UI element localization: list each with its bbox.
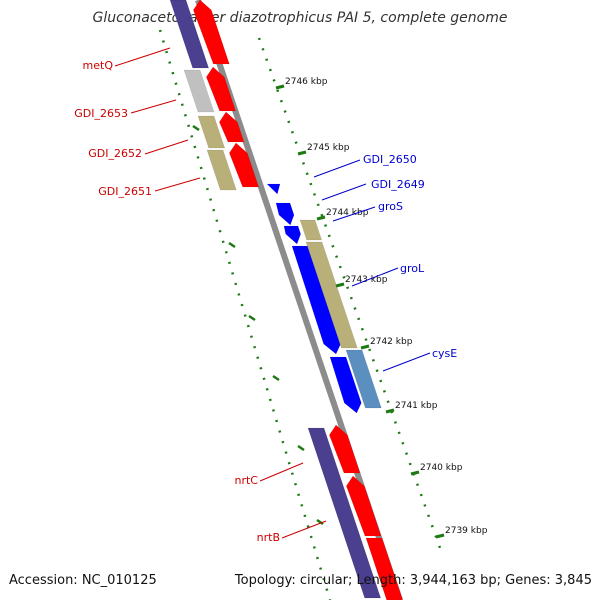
- leader-line: [321, 183, 367, 201]
- left-tick-mark: [248, 314, 256, 322]
- gene-blue-lower[interactable]: [329, 356, 362, 414]
- gene-label-forward[interactable]: GDI_2650: [363, 153, 417, 166]
- gene-red-nrtc[interactable]: [329, 424, 361, 474]
- gene-khaki-long[interactable]: [305, 241, 358, 349]
- leader-line: [313, 159, 361, 178]
- left-tick-mark: [228, 241, 236, 249]
- left-tick-mark: [272, 374, 280, 382]
- left-tick-mark: [297, 444, 305, 452]
- gene-label-reverse[interactable]: nrtC: [235, 474, 259, 487]
- gene-label-forward[interactable]: groL: [400, 262, 425, 275]
- genome-summary-text: Topology: circular; Length: 3,944,163 bp…: [234, 573, 592, 588]
- gene-label-reverse[interactable]: metQ: [83, 59, 114, 72]
- gene-gros[interactable]: [283, 225, 301, 245]
- scale-tick-label: 2746 kbp: [285, 77, 328, 87]
- gene-purple-bottom[interactable]: [307, 427, 382, 599]
- left-dotted-line: [158, 29, 332, 600]
- scale-tick-mark: [275, 84, 285, 90]
- gene-purple-top[interactable]: [169, 0, 210, 69]
- left-tick-mark: [316, 518, 324, 526]
- gene-label-reverse[interactable]: GDI_2651: [98, 185, 152, 198]
- scale-tick-mark: [360, 344, 370, 350]
- gene-label-reverse[interactable]: GDI_2652: [88, 147, 142, 160]
- gene-label-forward[interactable]: groS: [378, 200, 403, 213]
- gene-gdi2653[interactable]: [183, 69, 215, 113]
- gene-gdi2652[interactable]: [197, 115, 226, 149]
- gene-label-forward[interactable]: cysE: [432, 347, 457, 360]
- dotted-guides: [158, 29, 442, 600]
- scale-tick-mark: [297, 150, 307, 156]
- scale-tick-label: 2740 kbp: [420, 463, 463, 473]
- leader-line: [351, 267, 399, 287]
- accession-text: Accession: NC_010125: [9, 573, 157, 588]
- scale-tick-label: 2741 kbp: [395, 401, 438, 411]
- leader-line: [114, 47, 171, 67]
- scale-tick-mark: [335, 282, 345, 288]
- gene-red-2[interactable]: [206, 66, 237, 112]
- gene-track: [169, 0, 403, 600]
- leader-line: [130, 99, 177, 114]
- gene-label-reverse[interactable]: GDI_2653: [74, 107, 128, 120]
- gene-gdi2651[interactable]: [206, 149, 237, 191]
- scale-tick-label: 2745 kbp: [307, 143, 350, 153]
- leader-line: [154, 177, 201, 192]
- leader-line: [144, 139, 189, 155]
- gene-label-reverse[interactable]: nrtB: [257, 531, 280, 544]
- gene-red-4[interactable]: [229, 142, 260, 188]
- scale-tick-mark: [316, 215, 326, 221]
- gene-red-3[interactable]: [219, 111, 245, 143]
- gene-cyse[interactable]: [345, 349, 382, 409]
- scale-tick-label: 2739 kbp: [445, 526, 488, 536]
- gene-gdi2649[interactable]: [275, 202, 295, 226]
- gene-red-nrtb[interactable]: [346, 475, 382, 537]
- scale-tick-mark: [435, 533, 445, 539]
- leader-line: [259, 462, 304, 482]
- gene-gdi2650[interactable]: [266, 183, 281, 195]
- leader-line: [332, 206, 376, 222]
- scale-tick-mark: [410, 470, 420, 476]
- scale-tick-label: 2742 kbp: [370, 337, 413, 347]
- label-leaders: [114, 47, 431, 539]
- gene-label-forward[interactable]: GDI_2649: [371, 178, 425, 191]
- gene-grol[interactable]: [291, 245, 341, 355]
- gene-red-bottom[interactable]: [365, 537, 403, 600]
- scale-tick-label: 2744 kbp: [326, 208, 369, 218]
- scale-tick-mark: [385, 408, 395, 414]
- gene-khaki-small[interactable]: [299, 219, 323, 241]
- left-tick-mark: [192, 124, 200, 132]
- leader-line: [382, 352, 431, 372]
- gene-metq[interactable]: [193, 0, 230, 65]
- leader-line: [281, 520, 327, 539]
- gene-labels: metQ GDI_2653 GDI_2652 GDI_2651 nrtC nrtB GDI_…: [74, 59, 457, 544]
